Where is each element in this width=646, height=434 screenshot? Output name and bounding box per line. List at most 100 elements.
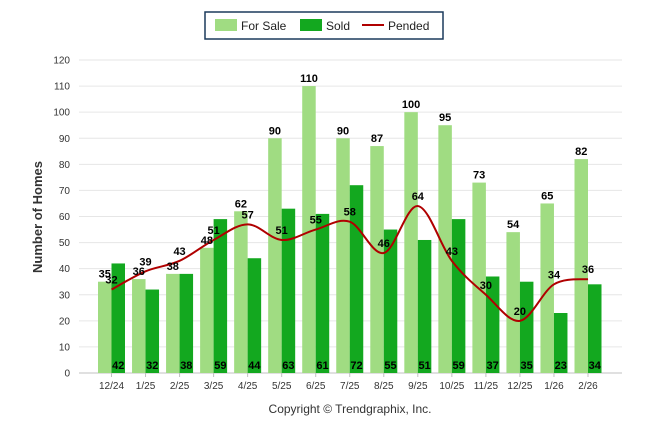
y-tick-label: 70 <box>59 186 71 197</box>
bar-sold[interactable] <box>281 208 296 373</box>
bar-for-sale[interactable] <box>472 182 486 373</box>
bar-for-sale[interactable] <box>200 247 214 373</box>
bar-sold[interactable] <box>519 281 534 373</box>
label-for-sale: 35 <box>99 269 111 281</box>
bar-sold[interactable] <box>111 263 126 373</box>
copyright: Copyright © Trendgraphix, Inc. <box>269 402 432 416</box>
label-pended: 32 <box>105 275 117 287</box>
y-tick-label: 110 <box>54 82 70 93</box>
label-for-sale: 48 <box>201 235 213 247</box>
legend-swatch-for-sale <box>215 19 237 31</box>
bar-sold[interactable] <box>485 276 500 373</box>
label-sold: 59 <box>214 360 226 372</box>
y-tick-label: 100 <box>53 108 70 119</box>
bar-sold[interactable] <box>588 284 602 373</box>
label-pended: 51 <box>276 225 288 237</box>
bar-for-sale[interactable] <box>302 86 316 373</box>
legend-item-sold[interactable]: Sold <box>300 19 350 33</box>
label-sold: 23 <box>555 360 567 372</box>
bar-for-sale[interactable] <box>268 138 282 373</box>
y-tick-label: 120 <box>53 56 70 67</box>
pended-line-group <box>111 205 589 322</box>
label-for-sale: 100 <box>402 99 420 111</box>
bar-for-sale[interactable] <box>404 112 418 374</box>
label-pended: 34 <box>548 269 561 281</box>
bar-sold[interactable] <box>553 313 568 373</box>
label-pended: 43 <box>446 246 458 258</box>
label-pended: 39 <box>139 256 151 268</box>
bar-for-sale[interactable] <box>370 146 384 373</box>
bar-for-sale[interactable] <box>98 281 112 373</box>
label-for-sale: 87 <box>371 133 383 145</box>
label-for-sale: 90 <box>269 125 281 137</box>
label-for-sale: 95 <box>439 112 451 124</box>
label-pended: 51 <box>207 225 219 237</box>
label-sold: 44 <box>248 360 261 372</box>
legend-swatch-sold <box>300 19 322 31</box>
label-sold: 72 <box>350 360 362 372</box>
bar-sold[interactable] <box>315 213 330 373</box>
label-sold: 63 <box>282 360 294 372</box>
bar-sold[interactable] <box>179 273 194 373</box>
label-for-sale: 36 <box>133 266 145 278</box>
pended-line[interactable] <box>111 205 589 322</box>
x-tick-label: 1/26 <box>544 381 564 392</box>
label-pended: 57 <box>242 209 254 221</box>
bar-for-sale[interactable] <box>336 138 350 373</box>
label-sold: 32 <box>146 360 158 372</box>
legend-item-for-sale[interactable]: For Sale <box>215 19 287 33</box>
x-tick-label: 12/24 <box>99 381 124 392</box>
bar-for-sale[interactable] <box>506 232 520 373</box>
x-tick-label: 2/25 <box>170 381 190 392</box>
label-sold: 35 <box>521 360 533 372</box>
y-tick-label: 50 <box>59 238 71 249</box>
label-sold: 42 <box>112 360 124 372</box>
x-tick-label: 7/25 <box>340 381 360 392</box>
label-for-sale: 90 <box>337 125 349 137</box>
legend-box <box>204 11 444 40</box>
label-pended: 20 <box>514 306 526 318</box>
x-tick-label: 3/25 <box>204 381 224 392</box>
x-tick-label: 1/25 <box>136 381 156 392</box>
label-for-sale: 65 <box>541 190 553 202</box>
bar-sold[interactable] <box>247 258 262 373</box>
bar-for-sale[interactable] <box>166 273 180 373</box>
x-tick-label: 10/25 <box>439 381 464 392</box>
bar-sold[interactable] <box>145 289 160 373</box>
y-tick-label: 90 <box>59 134 71 145</box>
label-pended: 58 <box>344 207 356 219</box>
bar-sold[interactable] <box>417 239 432 373</box>
y-tick-label: 10 <box>59 342 71 353</box>
bar-sold[interactable] <box>383 229 398 373</box>
bar-for-sale[interactable] <box>132 279 146 373</box>
x-tick-label: 4/25 <box>238 381 258 392</box>
data-labels: 3532423639323843384851596257449051631105… <box>99 73 602 372</box>
label-sold: 59 <box>452 360 464 372</box>
x-tick-label: 11/25 <box>474 381 499 392</box>
label-for-sale: 54 <box>507 219 520 231</box>
y-tick-label: 0 <box>64 369 70 380</box>
label-sold: 51 <box>418 360 430 372</box>
label-for-sale: 82 <box>575 146 587 158</box>
label-pended: 30 <box>480 280 492 292</box>
label-sold: 34 <box>589 360 602 372</box>
label-pended: 64 <box>412 191 425 203</box>
label-sold: 55 <box>384 360 396 372</box>
legend-label-for-sale: For Sale <box>241 19 287 33</box>
label-pended: 36 <box>582 264 594 276</box>
legend-item-pended[interactable]: Pended <box>362 19 429 33</box>
label-pended: 43 <box>173 246 185 258</box>
y-axis-title: Number of Homes <box>30 161 45 273</box>
bar-sold[interactable] <box>451 219 466 373</box>
bar-sold[interactable] <box>213 219 228 373</box>
y-tick-label: 30 <box>59 290 71 301</box>
x-tick-label: 12/25 <box>507 381 532 392</box>
x-tick-label: 6/25 <box>306 381 326 392</box>
bars <box>98 86 602 374</box>
label-pended: 55 <box>310 215 322 227</box>
bar-for-sale[interactable] <box>574 159 589 373</box>
y-tick-label: 60 <box>59 212 71 223</box>
bar-for-sale[interactable] <box>234 211 248 373</box>
bar-for-sale[interactable] <box>540 203 554 373</box>
